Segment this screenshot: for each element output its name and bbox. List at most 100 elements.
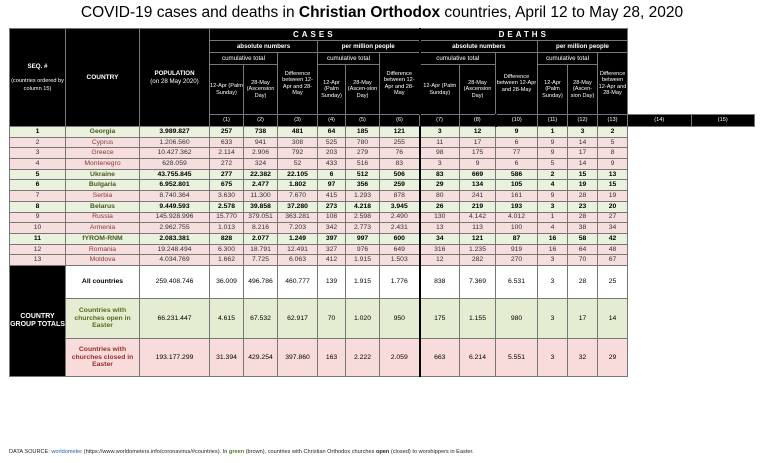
value-cell: 130 (418, 211, 460, 224)
value-cell: 34 (596, 222, 629, 234)
country-cell: Belarus (65, 200, 140, 213)
value-cell: 28 (567, 190, 598, 202)
value-cell: 2.077 (243, 232, 278, 245)
column-number: (13) (596, 114, 629, 127)
value-cell: 4.142 (459, 211, 496, 224)
totals-label: Countries with churches open in Easter (65, 297, 140, 339)
value-cell: 6 (495, 136, 538, 149)
value-cell: 273 (317, 200, 346, 213)
totals-value: 31.394 (209, 337, 244, 377)
country-cell: Ukraine (65, 168, 140, 181)
value-cell: 2.578 (209, 200, 244, 213)
apr12-header: 12-Apr (Palm Sunday) (418, 64, 460, 115)
value-cell: 27 (596, 211, 629, 224)
totals-value: 397.860 (277, 337, 318, 377)
seq-cell: 2 (9, 136, 66, 149)
value-cell: 1.249 (277, 232, 318, 245)
source-link[interactable]: worldometer (51, 449, 83, 455)
value-cell: 48 (596, 243, 629, 256)
column-number: (14) (627, 114, 692, 127)
population-cell: 10.427.362 (139, 147, 210, 160)
value-cell: 1.235 (459, 243, 496, 256)
totals-row: COUNTRY GROUP TOTALS All countries 259.408… (9, 264, 755, 377)
value-cell: 108 (317, 211, 346, 224)
value-cell: 52 (277, 158, 318, 170)
totals-value: 1.020 (345, 297, 380, 339)
value-cell: 87 (495, 232, 538, 245)
value-cell: 9 (537, 190, 568, 202)
population-cell: 145.928.996 (139, 211, 210, 224)
column-number: (5) (345, 114, 380, 127)
apr12-header: 12-Apr (Palm Sunday) (537, 64, 568, 115)
value-cell: 39.858 (243, 200, 278, 213)
country-cell: Montenegro (65, 158, 140, 170)
totals-population: 259.408.746 (139, 264, 210, 299)
value-cell: 2 (596, 126, 629, 138)
cases-absolute-header: absolute numbers (209, 40, 318, 53)
value-cell: 828 (209, 232, 244, 245)
value-cell: 12 (418, 254, 460, 266)
value-cell: 23 (567, 200, 598, 213)
value-cell: 105 (495, 179, 538, 192)
totals-value: 25 (596, 264, 629, 299)
value-cell: 282 (459, 254, 496, 266)
value-cell: 2.598 (345, 211, 380, 224)
table-row: 4 Montenegro 628.059 272 324 52 433 516 83 3 9 6 5 14… (9, 158, 755, 170)
totals-value: 32 (567, 337, 598, 377)
value-cell: 22.382 (243, 168, 278, 181)
value-cell: 6.063 (277, 254, 318, 266)
seq-cell: 10 (9, 222, 66, 234)
totals-value: 496.786 (243, 264, 278, 299)
column-number: (12) (567, 114, 598, 127)
value-cell: 2.431 (379, 222, 420, 234)
totals-value: 980 (495, 297, 538, 339)
country-cell: Georgia (65, 126, 140, 138)
value-cell: 7.725 (243, 254, 278, 266)
value-cell: 324 (243, 158, 278, 170)
totals-row: Countries with churches open in Easter 66… (10, 297, 755, 339)
value-cell: 272 (209, 158, 244, 170)
table-row: 11 fYROM-RNM 2.083.381 828 2.077 1.249 397 997 6… (9, 232, 755, 245)
totals-value: 5.551 (495, 337, 538, 377)
seq-cell: 1 (9, 126, 66, 138)
value-cell: 38 (567, 222, 598, 234)
country-cell: Cyprus (65, 136, 140, 149)
value-cell: 5 (537, 158, 568, 170)
table-row: 2 Cyprus 1.206.560 633 941 308 525 780 255 11 17 6 9… (9, 136, 755, 149)
totals-label: Countries with churches closed in Easter (65, 337, 140, 377)
value-cell: 327 (317, 243, 346, 256)
value-cell: 1.662 (209, 254, 244, 266)
value-cell: 412 (317, 254, 346, 266)
deaths-absolute-header: absolute numbers (418, 40, 538, 53)
value-cell: 308 (277, 136, 318, 149)
may28-header: 28-May (Ascension Day) (243, 64, 278, 115)
value-cell: 20 (596, 200, 629, 213)
table-row: 10 Armenia 2.962.755 1.013 8.216 7.203 342 2.77… (9, 222, 755, 234)
column-number: (8) (459, 114, 496, 127)
value-cell: 1.915 (345, 254, 380, 266)
value-cell: 16 (537, 232, 568, 245)
totals-value: 1.776 (379, 264, 420, 299)
totals-value: 2.059 (379, 337, 420, 377)
totals-value: 6.531 (495, 264, 538, 299)
value-cell: 3 (567, 126, 598, 138)
value-cell: 506 (379, 168, 420, 181)
value-cell: 26 (418, 200, 460, 213)
value-cell: 6 (495, 158, 538, 170)
totals-value: 139 (317, 264, 346, 299)
value-cell: 14 (567, 158, 598, 170)
seq-cell: 5 (9, 168, 66, 181)
value-cell: 134 (459, 179, 496, 192)
value-cell: 997 (345, 232, 380, 245)
value-cell: 255 (379, 136, 420, 149)
value-cell: 83 (418, 168, 460, 181)
value-cell: 14 (567, 136, 598, 149)
column-number: (15) (690, 114, 756, 127)
value-cell: 316 (418, 243, 460, 256)
value-cell: 2.773 (345, 222, 380, 234)
value-cell: 8.216 (243, 222, 278, 234)
value-cell: 3 (418, 126, 460, 138)
value-cell: 42 (596, 232, 629, 245)
deaths-header: DEATHS (418, 28, 629, 41)
value-cell: 185 (345, 126, 380, 138)
